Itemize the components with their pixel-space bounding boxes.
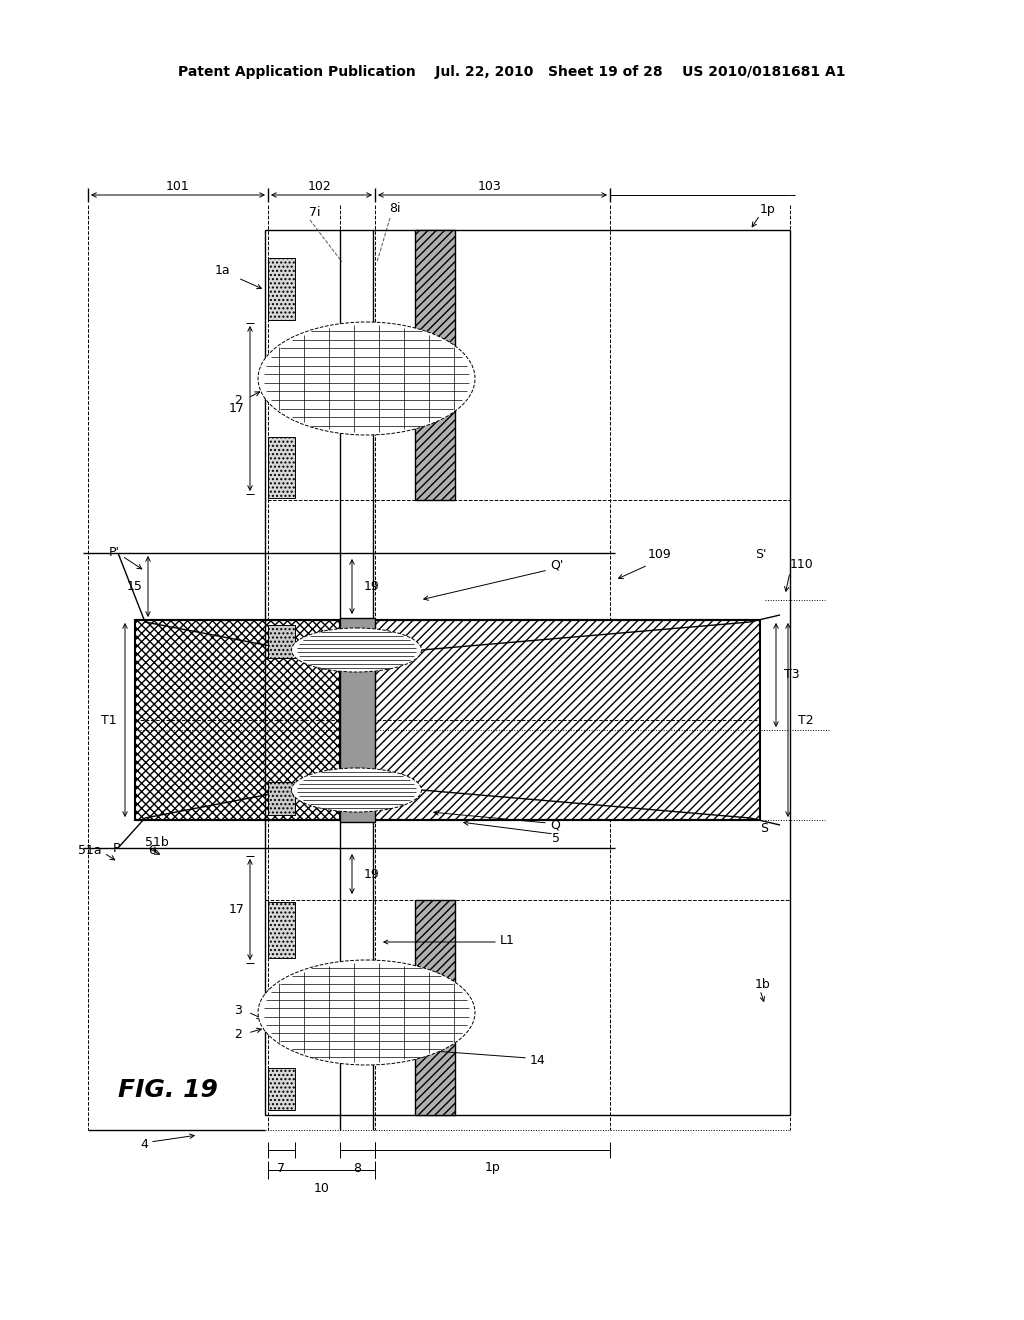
Text: Q: Q bbox=[550, 818, 560, 832]
Bar bbox=[415, 900, 455, 1115]
Text: 7i: 7i bbox=[309, 206, 321, 219]
Text: 5: 5 bbox=[552, 832, 560, 845]
Text: 4: 4 bbox=[140, 1138, 148, 1151]
Text: 18: 18 bbox=[390, 1034, 406, 1047]
Ellipse shape bbox=[292, 628, 422, 672]
Text: 1b: 1b bbox=[755, 978, 771, 991]
Ellipse shape bbox=[258, 960, 475, 1065]
Text: 3: 3 bbox=[234, 1003, 242, 1016]
Text: 51a: 51a bbox=[79, 843, 102, 857]
Bar bbox=[375, 620, 760, 820]
Text: 17: 17 bbox=[229, 903, 245, 916]
Bar bbox=[340, 618, 375, 822]
Text: 18: 18 bbox=[390, 384, 406, 396]
Text: 8i: 8i bbox=[389, 202, 400, 214]
Text: 7: 7 bbox=[278, 1162, 286, 1175]
Text: T2: T2 bbox=[798, 714, 814, 726]
Bar bbox=[268, 257, 295, 319]
Text: 1p: 1p bbox=[760, 203, 776, 216]
Text: 2: 2 bbox=[234, 393, 242, 407]
Text: 14: 14 bbox=[530, 1053, 546, 1067]
Text: 1a: 1a bbox=[215, 264, 230, 276]
Text: 102: 102 bbox=[308, 180, 332, 193]
Text: 10: 10 bbox=[313, 1183, 330, 1196]
Text: FIG. 19: FIG. 19 bbox=[118, 1078, 218, 1102]
Ellipse shape bbox=[292, 768, 422, 812]
Text: 19: 19 bbox=[364, 579, 380, 593]
Ellipse shape bbox=[258, 322, 475, 436]
Text: 1p: 1p bbox=[484, 1162, 501, 1175]
Text: 2: 2 bbox=[234, 1028, 242, 1041]
Bar bbox=[415, 230, 455, 500]
Text: 103: 103 bbox=[478, 180, 502, 193]
Text: T1: T1 bbox=[101, 714, 117, 726]
Text: P': P' bbox=[109, 546, 120, 560]
Bar bbox=[268, 624, 295, 657]
Text: Q': Q' bbox=[550, 558, 563, 572]
Text: Patent Application Publication    Jul. 22, 2010   Sheet 19 of 28    US 2010/0181: Patent Application Publication Jul. 22, … bbox=[178, 65, 846, 79]
Text: 109: 109 bbox=[648, 549, 672, 561]
Bar bbox=[265, 230, 790, 500]
Bar bbox=[135, 620, 340, 820]
Bar bbox=[268, 902, 295, 958]
Bar bbox=[265, 900, 790, 1115]
Text: S: S bbox=[760, 821, 768, 834]
Text: L1: L1 bbox=[500, 933, 515, 946]
Text: 15: 15 bbox=[127, 579, 143, 593]
Text: P: P bbox=[113, 842, 120, 854]
Text: 110: 110 bbox=[790, 558, 814, 572]
Bar bbox=[268, 437, 295, 498]
Text: 17: 17 bbox=[229, 403, 245, 414]
Bar bbox=[268, 781, 295, 814]
Text: 101: 101 bbox=[166, 180, 189, 193]
Text: T3: T3 bbox=[784, 668, 800, 681]
Text: 8: 8 bbox=[353, 1162, 361, 1175]
Text: 6: 6 bbox=[148, 843, 156, 857]
Text: 19: 19 bbox=[364, 867, 380, 880]
Text: 51b: 51b bbox=[145, 837, 169, 850]
Text: S': S' bbox=[755, 549, 767, 561]
Bar bbox=[268, 1068, 295, 1110]
